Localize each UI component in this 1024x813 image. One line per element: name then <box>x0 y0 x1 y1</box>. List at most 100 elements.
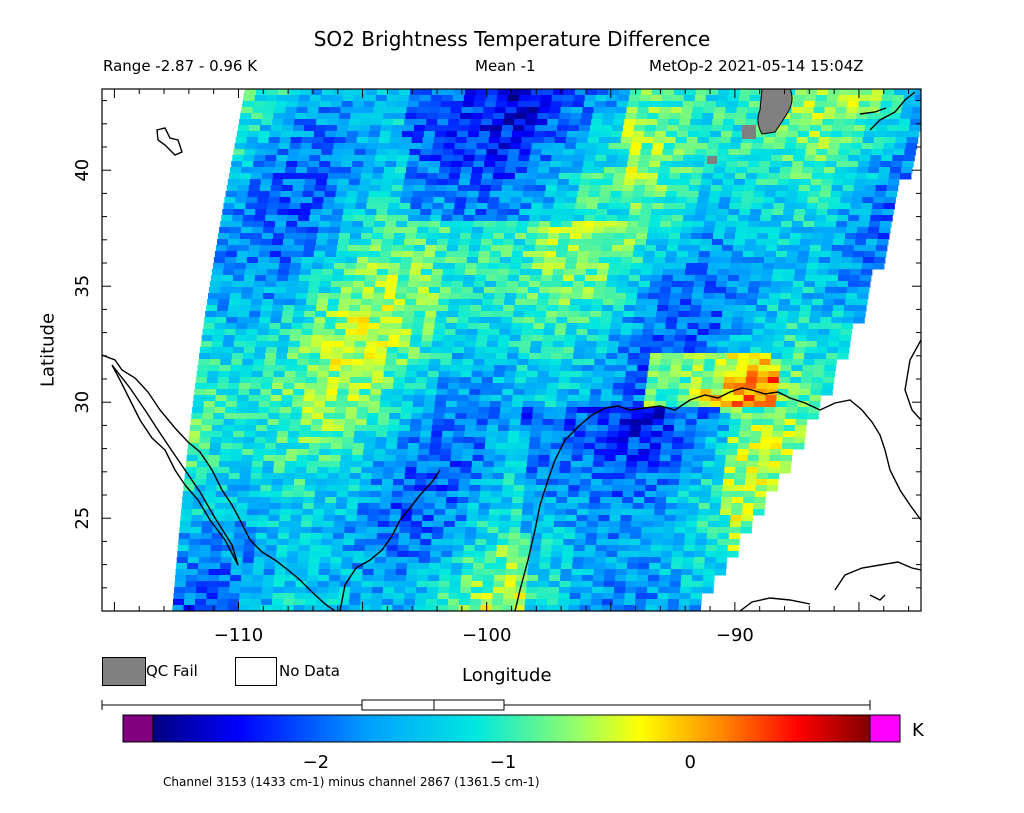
swath-cell <box>807 197 819 204</box>
swath-cell <box>610 323 622 330</box>
swath-cell <box>547 377 560 384</box>
swath-cell <box>380 395 392 402</box>
swath-cell <box>871 149 883 156</box>
swath-cell <box>294 593 306 600</box>
swath-cell <box>331 437 343 444</box>
swath-cell <box>625 581 638 588</box>
swath-cell <box>387 269 400 276</box>
swath-cell <box>852 191 865 198</box>
swath-cell <box>700 125 712 132</box>
swath-cell <box>306 371 319 378</box>
swath-cell <box>429 161 441 168</box>
swath-cell <box>778 383 790 390</box>
swath-cell <box>448 593 460 600</box>
swath-cell <box>596 269 609 276</box>
swath-cell <box>466 329 478 336</box>
swath-cell <box>574 341 587 348</box>
swath-cell <box>837 275 850 282</box>
swath-cell <box>696 263 709 270</box>
swath-cell <box>584 545 597 552</box>
swath-cell <box>575 521 588 528</box>
swath-cell <box>577 401 590 408</box>
swath-cell <box>709 131 722 138</box>
swath-cell <box>729 527 741 534</box>
swath-cell <box>727 347 740 354</box>
swath-cell <box>602 239 614 246</box>
swath-cell <box>505 107 517 114</box>
swath-cell <box>308 449 320 456</box>
swath-cell <box>329 293 341 300</box>
swath-cell <box>699 185 712 192</box>
swath-cell <box>679 593 691 600</box>
swath-cell <box>388 143 401 150</box>
swath-cell <box>554 515 566 522</box>
swath-cell <box>363 221 375 228</box>
swath-cell <box>667 125 679 132</box>
swath-cell <box>591 383 603 390</box>
swath-cell <box>372 233 384 240</box>
swath-cell <box>696 143 709 150</box>
swath-cell <box>532 257 545 264</box>
swath-cell <box>701 383 713 390</box>
swath-cell <box>300 419 313 426</box>
swath-cell <box>249 125 261 132</box>
swath-cell <box>210 545 223 552</box>
swath-cell <box>697 413 709 420</box>
swath-cell <box>617 347 630 354</box>
swath-cell <box>516 293 528 300</box>
swath-cell <box>273 461 286 468</box>
swath-cell <box>540 347 553 354</box>
swath-cell <box>653 329 665 336</box>
swath-cell <box>529 545 542 552</box>
swath-cell <box>404 593 416 600</box>
swath-cell <box>217 383 229 390</box>
swath-cell <box>637 227 649 234</box>
swath-cell <box>612 311 624 318</box>
swath-cell <box>312 257 325 264</box>
swath-cell <box>668 377 681 384</box>
swath-cell <box>291 251 304 258</box>
swath-cell <box>679 383 691 390</box>
swath-cell <box>333 335 346 342</box>
swath-cell <box>346 401 359 408</box>
swath-cell <box>730 137 743 144</box>
swath-cell <box>718 143 731 150</box>
swath-cell <box>578 185 591 192</box>
swath-cell <box>505 365 517 372</box>
swath-cell <box>662 539 674 546</box>
swath-cell <box>542 335 555 342</box>
swath-cell <box>751 89 763 96</box>
swath-cell <box>215 245 228 252</box>
swath-cell <box>603 461 616 468</box>
swath-cell <box>547 119 559 126</box>
swath-cell <box>783 431 795 438</box>
swath-cell <box>794 341 807 348</box>
swath-cell <box>483 293 495 300</box>
swath-cell <box>430 437 442 444</box>
swath-cell <box>332 209 344 216</box>
swath-cell <box>588 503 601 510</box>
swath-cell <box>788 311 800 318</box>
swath-cell <box>254 353 266 360</box>
swath-cell <box>304 179 317 186</box>
swath-cell <box>294 473 307 480</box>
swath-cell <box>424 185 437 192</box>
swath-cell <box>672 437 684 444</box>
swath-cell <box>668 479 680 486</box>
swath-cell <box>208 365 220 372</box>
swath-cell <box>674 203 686 210</box>
swath-cell <box>288 425 301 432</box>
swath-cell <box>520 143 533 150</box>
swath-cell <box>477 329 489 336</box>
swath-cell <box>352 221 364 228</box>
swath-cell <box>253 221 265 228</box>
swath-cell <box>526 461 539 468</box>
swath-cell <box>302 503 315 510</box>
swath-cell <box>829 197 841 204</box>
swath-cell <box>856 113 868 120</box>
swath-cell <box>679 119 691 126</box>
swath-cell <box>263 107 275 114</box>
swath-cell <box>468 491 481 498</box>
swath-cell <box>767 305 779 312</box>
swath-cell <box>498 203 510 210</box>
